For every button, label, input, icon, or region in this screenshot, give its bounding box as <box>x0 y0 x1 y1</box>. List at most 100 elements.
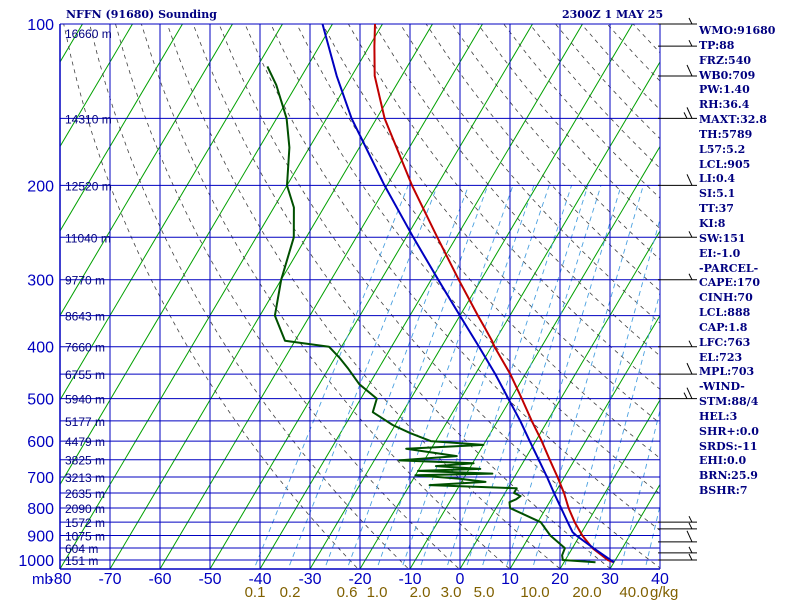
mixing-ratio-line <box>563 217 660 569</box>
wind-barb-flag <box>688 39 693 47</box>
height-label: 1572 m <box>65 516 105 530</box>
isotherm-lines <box>60 24 660 569</box>
height-label: 6755 m <box>65 368 105 382</box>
isotherm <box>60 24 134 148</box>
dry-adiabat <box>89 24 410 569</box>
temperature-line <box>373 24 615 564</box>
wind-barb-flag <box>686 387 693 399</box>
pressure-label: 300 <box>27 273 54 290</box>
wind-barbs <box>658 17 697 561</box>
mixing-ratio-line <box>324 185 470 569</box>
x-unit-label: mb <box>32 571 53 588</box>
height-label: 151 m <box>65 554 98 568</box>
pressure-label: 100 <box>27 17 54 34</box>
isotherm <box>309 24 634 569</box>
index-item: BRN:25.9 <box>699 469 758 483</box>
mixing-ratio-label: 0.2 <box>280 584 301 600</box>
isotherm <box>60 24 184 232</box>
pressure-label: 1000 <box>18 553 54 570</box>
isotherm <box>559 399 660 569</box>
mixing-ratio-label: 20.0 <box>572 584 601 600</box>
height-label: 9770 m <box>65 274 105 288</box>
height-label: 3825 m <box>65 454 105 468</box>
mixing-ratio-line <box>531 185 644 569</box>
index-item: CAP:1.8 <box>699 320 748 334</box>
index-item: TP:88 <box>699 38 735 52</box>
index-item: LI:0.4 <box>699 172 736 186</box>
temperature-tick-label: -50 <box>198 571 221 588</box>
wind-barb-flag <box>688 546 693 554</box>
wind-barb-flag <box>688 340 693 347</box>
index-item: SHR+:0.0 <box>699 424 759 438</box>
pressure-label: 800 <box>27 501 54 518</box>
height-label: 1075 m <box>65 529 105 543</box>
mixing-ratio-line <box>505 185 622 569</box>
wind-barb-flag <box>686 362 693 375</box>
index-item: CINH:70 <box>699 291 753 305</box>
mixing-ratio-line <box>620 408 660 569</box>
temperature-tick-label: -20 <box>348 571 371 588</box>
temperature-tick-label: 20 <box>551 571 569 588</box>
mixing-ratio-line <box>253 185 409 569</box>
isotherm <box>459 230 660 569</box>
dry-adiabat <box>322 24 660 424</box>
mixing-ratio-line <box>419 185 550 569</box>
index-item: BSHR:7 <box>699 484 748 498</box>
temperature-tick-label: -70 <box>98 571 121 588</box>
isotherm <box>60 24 284 401</box>
index-item: L57:5.2 <box>699 142 746 156</box>
index-item: MPL:703 <box>699 365 755 379</box>
mixing-ratio-label: 10.0 <box>520 584 549 600</box>
index-item: LCL:888 <box>699 306 751 320</box>
wind-barb-flag <box>688 17 693 25</box>
sounding-title: NFFN (91680) Sounding <box>66 8 217 21</box>
temperature-tick-label: 40 <box>651 571 669 588</box>
wind-barb-flag <box>688 273 693 280</box>
index-item: WB0:709 <box>699 68 756 82</box>
isotherm <box>509 314 660 569</box>
dry-adiabat <box>218 24 660 569</box>
wind-barb-flag <box>688 553 693 561</box>
pressure-label: 600 <box>27 434 54 451</box>
isotherm <box>259 24 584 569</box>
parcel-line <box>321 24 615 564</box>
mixing-ratio-line <box>401 185 535 569</box>
dry-adiabat <box>244 24 660 531</box>
mixing-ratio-label: 0.6 <box>337 584 358 600</box>
index-item: FRZ:540 <box>699 53 752 67</box>
isotherm <box>60 24 334 486</box>
mixing-ratio-label: 1.0 <box>367 584 388 600</box>
index-item: SW:151 <box>699 231 746 245</box>
mixing-ratio-line <box>481 185 602 569</box>
isotherm <box>109 24 434 569</box>
index-item: MAXT:32.8 <box>699 113 767 127</box>
index-item: EHI:0.0 <box>699 454 747 468</box>
height-label: 12520 m <box>65 179 112 193</box>
wind-barb-flag <box>686 64 693 77</box>
mixing-ratio-label: 0.1 <box>245 584 266 600</box>
temperature-tick-label: -60 <box>148 571 171 588</box>
wind-barb-flag <box>688 522 693 530</box>
index-item: TT:37 <box>699 202 734 216</box>
mixing-ratio-label: 2.0 <box>410 584 431 600</box>
index-item: HEL:3 <box>699 409 738 423</box>
mixing-ratio-line <box>287 185 438 569</box>
isotherm <box>209 24 534 569</box>
mixing-ratio-lines <box>253 185 660 569</box>
index-item: -WIND- <box>699 380 745 394</box>
index-item: SI:5.1 <box>699 187 736 201</box>
dry-adiabat-lines <box>63 24 660 569</box>
pressure-label: 500 <box>27 392 54 409</box>
indices-panel: WMO:91680 TP:88 FRZ:540 WB0:709 PW:1.40 RH:36… <box>699 24 775 499</box>
temperature-tick-label: 30 <box>601 571 619 588</box>
index-item: EL:723 <box>699 350 743 364</box>
index-item: PW:1.40 <box>699 83 750 97</box>
height-label: 14310 m <box>65 112 112 126</box>
temperature-tick-label: -80 <box>48 571 71 588</box>
height-label: 4479 m <box>65 435 105 449</box>
temperature-tick-label: 10 <box>501 571 519 588</box>
temperature-tick-label: 0 <box>456 571 465 588</box>
wind-barb-flag <box>686 107 693 119</box>
